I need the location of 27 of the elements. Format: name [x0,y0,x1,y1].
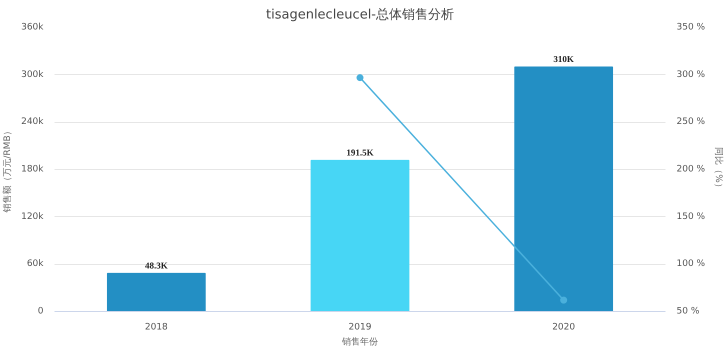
bar [514,66,614,312]
y2-tick-label: 50 % [676,306,700,316]
x-tick-label: 2019 [348,322,372,332]
y-tick-label: 300k [21,70,44,80]
data-label: 48.3K [144,260,168,270]
y-tick-label: 0 [38,306,44,316]
data-label: 310K [553,54,574,64]
y2-tick-label: 150 % [676,212,706,222]
y2-tick-label: 100 % [676,259,706,270]
x-axis-title: 销售年份 [341,336,378,348]
bar [310,160,410,312]
chart-title: tisagenlecleucel-总体销售分析 [266,8,454,22]
y-tick-label: 180k [21,164,44,174]
y2-tick-label: 350 % [676,22,706,32]
y-tick-label: 240k [21,117,44,128]
y-tick-label: 120k [21,212,44,222]
y2-axis-title: 同比（%） [713,147,724,192]
bar [106,272,206,312]
y-tick-label: 360k [21,22,44,32]
y2-tick-label: 300 % [676,70,706,80]
y-tick-label: 60k [26,259,44,270]
data-label: 191.5K [346,147,374,158]
x-tick-label: 2018 [144,322,168,332]
y2-tick-label: 200 % [676,164,706,174]
x-tick-label: 2020 [552,322,576,332]
y2-tick-label: 250 % [676,117,706,128]
y-axis-title: 销售额（万元/RMB） [2,126,14,214]
